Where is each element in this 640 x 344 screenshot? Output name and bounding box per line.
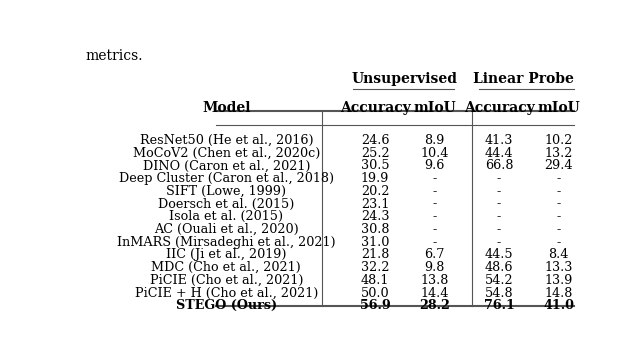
- Text: 56.9: 56.9: [360, 299, 390, 312]
- Text: -: -: [557, 197, 561, 211]
- Text: 29.4: 29.4: [545, 159, 573, 172]
- Text: -: -: [497, 172, 501, 185]
- Text: STEGO (Ours): STEGO (Ours): [176, 299, 277, 312]
- Text: SIFT (Lowe, 1999): SIFT (Lowe, 1999): [166, 185, 286, 198]
- Text: 19.9: 19.9: [361, 172, 389, 185]
- Text: -: -: [497, 236, 501, 249]
- Text: 24.3: 24.3: [361, 210, 389, 223]
- Text: -: -: [433, 172, 436, 185]
- Text: 41.0: 41.0: [543, 299, 574, 312]
- Text: Unsupervised: Unsupervised: [352, 72, 458, 86]
- Text: -: -: [497, 223, 501, 236]
- Text: 54.2: 54.2: [485, 274, 513, 287]
- Text: -: -: [497, 185, 501, 198]
- Text: 9.6: 9.6: [424, 159, 445, 172]
- Text: -: -: [433, 210, 436, 223]
- Text: Deep Cluster (Caron et al., 2018): Deep Cluster (Caron et al., 2018): [119, 172, 334, 185]
- Text: Model: Model: [202, 101, 251, 115]
- Text: 41.3: 41.3: [485, 134, 513, 147]
- Text: 14.4: 14.4: [420, 287, 449, 300]
- Text: -: -: [497, 197, 501, 211]
- Text: 32.2: 32.2: [361, 261, 389, 274]
- Text: Linear Probe: Linear Probe: [474, 72, 574, 86]
- Text: mIoU: mIoU: [537, 101, 580, 115]
- Text: -: -: [433, 185, 436, 198]
- Text: PiCIE (Cho et al., 2021): PiCIE (Cho et al., 2021): [150, 274, 303, 287]
- Text: -: -: [433, 197, 436, 211]
- Text: 30.5: 30.5: [361, 159, 389, 172]
- Text: 44.4: 44.4: [485, 147, 513, 160]
- Text: 54.8: 54.8: [485, 287, 513, 300]
- Text: 76.1: 76.1: [484, 299, 515, 312]
- Text: MDC (Cho et al., 2021): MDC (Cho et al., 2021): [152, 261, 301, 274]
- Text: 25.2: 25.2: [361, 147, 389, 160]
- Text: Accuracy: Accuracy: [340, 101, 410, 115]
- Text: DINO (Caron et al., 2021): DINO (Caron et al., 2021): [143, 159, 310, 172]
- Text: 44.5: 44.5: [485, 248, 513, 261]
- Text: -: -: [557, 223, 561, 236]
- Text: metrics.: metrics.: [85, 49, 143, 63]
- Text: 9.8: 9.8: [424, 261, 445, 274]
- Text: 10.4: 10.4: [420, 147, 449, 160]
- Text: 31.0: 31.0: [361, 236, 389, 249]
- Text: AC (Ouali et al., 2020): AC (Ouali et al., 2020): [154, 223, 299, 236]
- Text: -: -: [557, 210, 561, 223]
- Text: 6.7: 6.7: [424, 248, 445, 261]
- Text: 66.8: 66.8: [485, 159, 513, 172]
- Text: InMARS (Mirsadeghi et al., 2021): InMARS (Mirsadeghi et al., 2021): [117, 236, 335, 249]
- Text: 23.1: 23.1: [361, 197, 389, 211]
- Text: 20.2: 20.2: [361, 185, 389, 198]
- Text: ResNet50 (He et al., 2016): ResNet50 (He et al., 2016): [140, 134, 313, 147]
- Text: 13.2: 13.2: [545, 147, 573, 160]
- Text: PiCIE + H (Cho et al., 2021): PiCIE + H (Cho et al., 2021): [134, 287, 318, 300]
- Text: IIC (Ji et al., 2019): IIC (Ji et al., 2019): [166, 248, 287, 261]
- Text: 14.8: 14.8: [545, 287, 573, 300]
- Text: 13.8: 13.8: [420, 274, 449, 287]
- Text: -: -: [497, 210, 501, 223]
- Text: -: -: [557, 236, 561, 249]
- Text: 13.3: 13.3: [545, 261, 573, 274]
- Text: 8.4: 8.4: [548, 248, 569, 261]
- Text: 30.8: 30.8: [361, 223, 389, 236]
- Text: 8.9: 8.9: [424, 134, 445, 147]
- Text: 24.6: 24.6: [361, 134, 389, 147]
- Text: Doersch et al. (2015): Doersch et al. (2015): [158, 197, 294, 211]
- Text: MoCoV2 (Chen et al., 2020c): MoCoV2 (Chen et al., 2020c): [132, 147, 320, 160]
- Text: 48.1: 48.1: [361, 274, 389, 287]
- Text: 10.2: 10.2: [545, 134, 573, 147]
- Text: 48.6: 48.6: [485, 261, 513, 274]
- Text: Accuracy: Accuracy: [464, 101, 534, 115]
- Text: 28.2: 28.2: [419, 299, 450, 312]
- Text: -: -: [557, 172, 561, 185]
- Text: 21.8: 21.8: [361, 248, 389, 261]
- Text: 50.0: 50.0: [361, 287, 389, 300]
- Text: Isola et al. (2015): Isola et al. (2015): [169, 210, 284, 223]
- Text: -: -: [557, 185, 561, 198]
- Text: 13.9: 13.9: [545, 274, 573, 287]
- Text: -: -: [433, 223, 436, 236]
- Text: -: -: [433, 236, 436, 249]
- Text: mIoU: mIoU: [413, 101, 456, 115]
